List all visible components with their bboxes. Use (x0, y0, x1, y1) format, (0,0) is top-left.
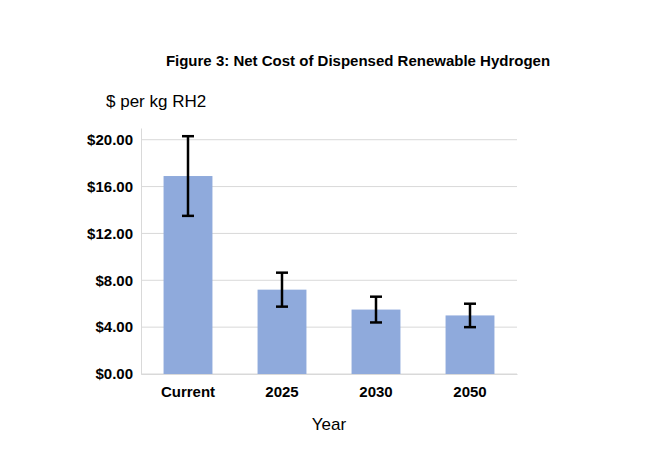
x-tick-label: 2025 (265, 383, 298, 400)
y-tick-label: $16.00 (87, 178, 133, 195)
x-tick: 2030 (359, 374, 392, 400)
y-tick: $4.00 (95, 318, 141, 335)
error-bar (182, 136, 194, 216)
x-tick-label: 2050 (453, 383, 486, 400)
plot-area (164, 136, 495, 374)
y-tick-label: $8.00 (95, 272, 133, 289)
x-tick: Current (161, 374, 215, 400)
error-cap-high (182, 135, 194, 138)
y-tick: $20.00 (87, 131, 141, 148)
x-tick-label: 2030 (359, 383, 392, 400)
title: Figure 3: Net Cost of Dispensed Renewabl… (166, 52, 550, 69)
error-stem (469, 304, 472, 327)
y-tick-label: $0.00 (95, 365, 133, 382)
error-cap-low (464, 326, 476, 329)
error-cap-high (464, 302, 476, 305)
y-tick: $16.00 (87, 178, 141, 195)
x-axis: Current 2025 2030 2050 (142, 374, 518, 400)
error-bar (276, 273, 288, 307)
error-bar (464, 304, 476, 327)
x-tick: 2050 (453, 374, 486, 400)
y-tick-label: $4.00 (95, 318, 133, 335)
x-axis-title: Year (312, 415, 347, 434)
error-cap-low (370, 321, 382, 324)
x-tick-label: Current (161, 383, 215, 400)
y-tick: $12.00 (87, 225, 141, 242)
x-tick: 2025 (265, 374, 298, 400)
y-tick-label: $12.00 (87, 225, 133, 242)
y-tick: $0.00 (95, 365, 141, 382)
x-axis-line (142, 374, 518, 375)
grid-line (141, 139, 517, 140)
chart: $0.00 $4.00 $8.00 $12.00 $16.00 $20.00 Current… (0, 0, 671, 449)
error-cap-high (370, 295, 382, 298)
error-stem (281, 273, 284, 307)
y-axis: $0.00 $4.00 $8.00 $12.00 $16.00 $20.00 (87, 129, 141, 383)
error-stem (375, 297, 378, 323)
y-axis-title: $ per kg RH2 (106, 92, 206, 111)
error-cap-low (276, 305, 288, 308)
error-bar (370, 297, 382, 323)
grid (141, 140, 517, 374)
y-tick: $8.00 (95, 272, 141, 289)
y-axis-line (141, 129, 142, 375)
error-cap-high (276, 271, 288, 274)
error-stem (187, 136, 190, 216)
y-tick-label: $20.00 (87, 131, 133, 148)
error-cap-low (182, 215, 194, 218)
